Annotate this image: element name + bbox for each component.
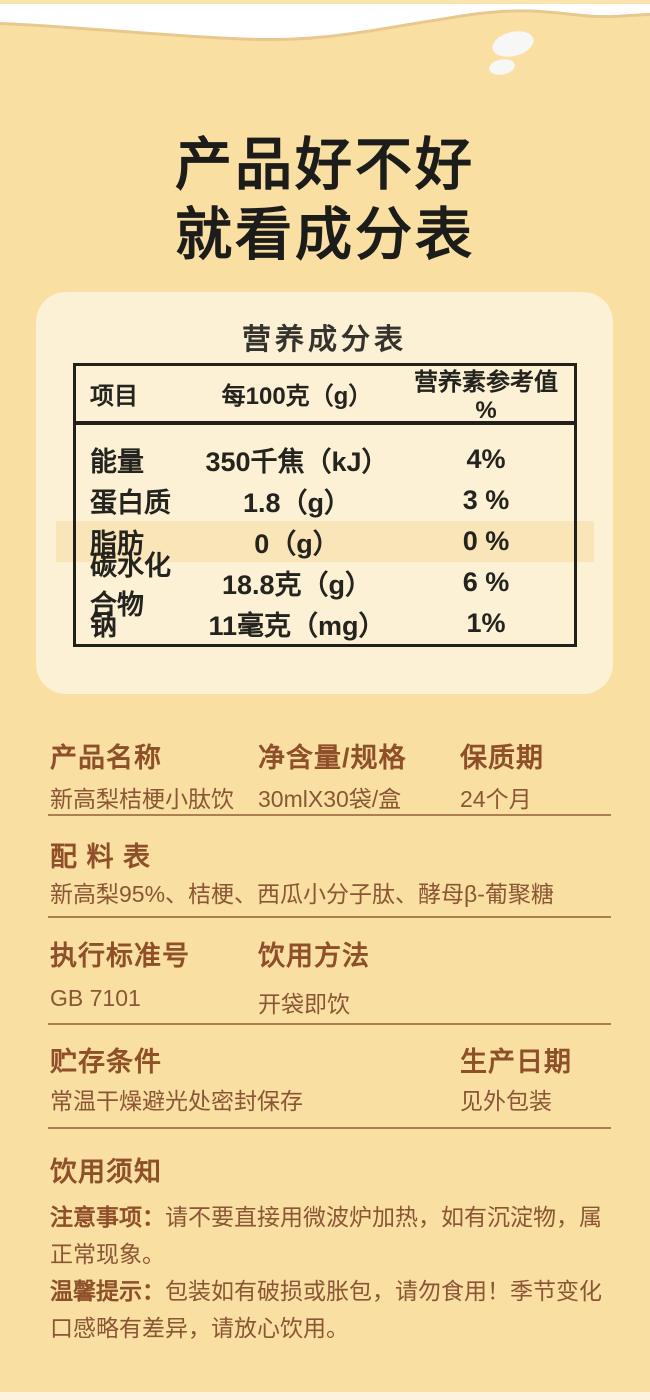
ingredients-value: 新高梨95%、桔梗、西瓜小分子肽、酵母β-葡聚糖: [50, 881, 554, 907]
divider: [48, 1023, 611, 1025]
cell-value: 350千焦（kJ）: [205, 447, 389, 477]
notice-title: 饮用须知: [50, 1157, 162, 1187]
net-content-value: 30mlX30袋/盒: [258, 786, 402, 812]
column-header-nrv: 营养素参考值 %: [414, 369, 558, 424]
cell-value: 0（g）: [254, 529, 340, 559]
section-product-labels: 产品名称 净含量/规格 保质期: [50, 736, 611, 775]
nutrition-table-title: 营养成分表: [241, 324, 407, 356]
section-storage-labels: 贮存条件 生产日期: [50, 1040, 611, 1079]
cell-item: 能量: [90, 447, 144, 477]
nutrition-panel: 营养成分表 项目 每100克（g） 营养素参考值 % 能量 350千焦（kJ） …: [36, 292, 613, 694]
column-header-per100g: 每100克（g）: [221, 383, 373, 410]
cell-nrv: 3 %: [462, 485, 510, 515]
section-storage-values: 常温干燥避光处密封保存 见外包装: [50, 1082, 611, 1116]
cell-item: 钠: [90, 611, 117, 641]
product-name-value: 新高梨桔梗小肽饮: [50, 786, 234, 812]
net-content-label: 净含量/规格: [258, 743, 407, 773]
divider: [48, 916, 611, 918]
section-notice-title: 饮用须知: [50, 1150, 611, 1189]
cell-item: 脂肪: [90, 529, 144, 559]
section-standard-labels: 执行标准号 饮用方法: [50, 934, 611, 973]
cell-nrv: 1%: [466, 608, 506, 638]
usage-value: 开袋即饮: [258, 991, 350, 1017]
table-row-carbohydrate: 碳水化合物 18.8克（g） 6 %: [76, 551, 574, 620]
storage-label: 贮存条件: [50, 1047, 162, 1077]
table-row-sodium: 钠 11毫克（mg） 1%: [76, 603, 574, 644]
notice-precautions-label: 注意事项：: [50, 1204, 165, 1230]
shelf-life-label: 保质期: [460, 743, 544, 773]
production-date-value: 见外包装: [460, 1088, 552, 1114]
bubble-large-icon: [492, 31, 534, 57]
notice-item-precautions: 注意事项：请不要直接用微波炉加热，如有沉淀物，属正常现象。: [50, 1199, 616, 1273]
nutrition-table-header: 项目 每100克（g） 营养素参考值 %: [76, 366, 574, 425]
cell-nrv: 0 %: [462, 526, 510, 556]
section-standard-values: GB 7101 开袋即饮: [50, 985, 611, 1019]
notice-item-tips: 温馨提示：包装如有破损或胀包，请勿食用！季节变化口感略有差异，请放心饮用。: [50, 1273, 616, 1347]
production-date-label: 生产日期: [460, 1047, 572, 1077]
storage-value: 常温干燥避光处密封保存: [50, 1088, 303, 1114]
bubble-small-icon: [489, 59, 515, 75]
product-name-label: 产品名称: [50, 743, 162, 773]
table-row-protein: 蛋白质 1.8（g） 3 %: [76, 480, 574, 521]
notice-tips-text: 包装如有破损或胀包，请勿食用！季节变化口感略有差异，请放心饮用。: [50, 1278, 602, 1341]
cell-nrv: 6 %: [462, 567, 510, 597]
fat-row-highlight-band: [56, 521, 594, 562]
wave-svg: [0, 0, 650, 75]
page-title-line1: 产品好不好: [175, 133, 475, 197]
shelf-life-value: 24个月: [460, 786, 532, 812]
wave-white-area: [0, 4, 650, 39]
standard-label: 执行标准号: [50, 941, 190, 971]
section-ingredients-value: 新高梨95%、桔梗、西瓜小分子肽、酵母β-葡聚糖: [50, 875, 611, 909]
cell-value: 1.8（g）: [242, 488, 352, 518]
ingredients-label: 配 料 表: [50, 842, 152, 872]
table-row-energy: 能量 350千焦（kJ） 4%: [76, 439, 574, 480]
section-product-values: 新高梨桔梗小肽饮 30mlX30袋/盒 24个月: [50, 780, 611, 814]
cell-value: 11毫克（mg）: [208, 611, 386, 641]
cell-nrv: 4%: [466, 444, 506, 474]
standard-value: GB 7101: [50, 985, 141, 1011]
cell-item: 碳水化合物: [90, 550, 171, 620]
cell-item: 蛋白质: [90, 488, 171, 518]
top-wave-decoration: [0, 0, 650, 92]
divider: [48, 814, 611, 816]
section-ingredients-label: 配 料 表: [50, 835, 611, 874]
cell-value: 18.8克（g）: [221, 570, 373, 600]
table-row-fat: 脂肪 0（g） 0 %: [76, 521, 574, 562]
nutrition-table: 项目 每100克（g） 营养素参考值 % 能量 350千焦（kJ） 4% 蛋白质…: [73, 363, 577, 647]
page-title: 产品好不好 就看成分表: [0, 130, 650, 270]
notice-precautions-text: 请不要直接用微波炉加热，如有沉淀物，属正常现象。: [50, 1204, 602, 1267]
top-strip: [0, 0, 650, 4]
bottom-strip: [0, 1392, 650, 1400]
nutrition-table-body: 能量 350千焦（kJ） 4% 蛋白质 1.8（g） 3 % 脂肪 0（g） 0…: [76, 425, 574, 644]
page-title-line2: 就看成分表: [175, 203, 475, 267]
column-header-item: 项目: [90, 383, 138, 410]
notice-tips-label: 温馨提示：: [50, 1278, 165, 1304]
usage-label: 饮用方法: [258, 941, 370, 971]
divider: [48, 1127, 611, 1129]
